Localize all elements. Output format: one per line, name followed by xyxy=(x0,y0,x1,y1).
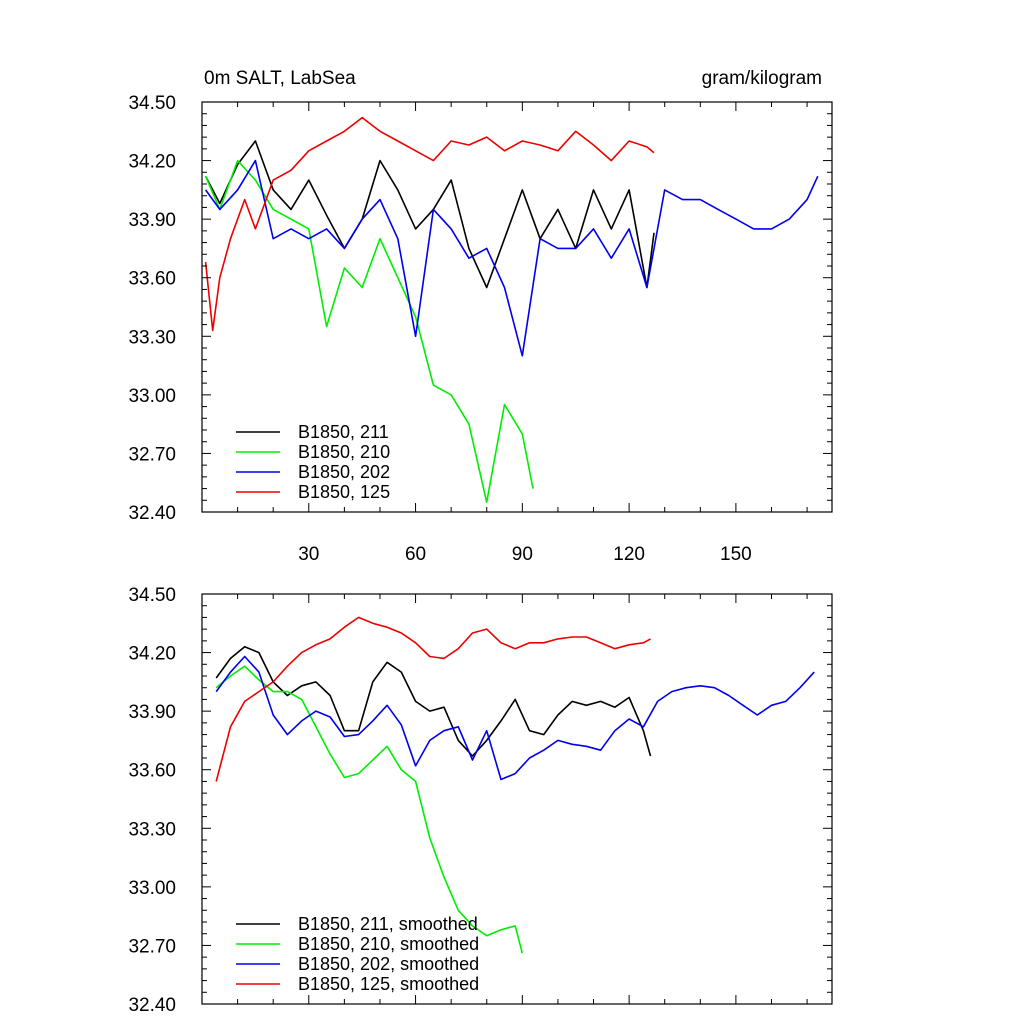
y-tick-label: 33.90 xyxy=(128,702,176,723)
legend-label-2: B1850, 210, smoothed xyxy=(298,934,479,954)
legend-label-4: B1850, 125 xyxy=(298,482,390,502)
series-line-3 xyxy=(204,159,819,357)
x-tick-label: 90 xyxy=(512,544,533,565)
legend-label-3: B1850, 202 xyxy=(298,462,390,482)
y-tick-label: 33.00 xyxy=(128,878,176,899)
series-line-2 xyxy=(204,159,534,504)
x-tick-label: 30 xyxy=(298,544,319,565)
legend-label-1: B1850, 211 xyxy=(298,422,389,442)
series-line-2 xyxy=(215,665,524,954)
y-tick-label: 33.60 xyxy=(128,269,176,290)
y-tick-label: 32.40 xyxy=(128,995,176,1016)
y-tick-label: 32.70 xyxy=(128,444,176,465)
y-tick-label: 33.00 xyxy=(128,386,176,407)
chart-title-left: 0m SALT, LabSea xyxy=(204,68,356,89)
plot-frame xyxy=(201,593,833,1005)
y-tick-label: 33.30 xyxy=(128,819,176,840)
series-line-3 xyxy=(215,655,815,781)
y-tick-label: 32.70 xyxy=(128,936,176,957)
plot-frame xyxy=(201,101,833,513)
y-tick-label: 33.90 xyxy=(128,210,176,231)
x-tick-label: 150 xyxy=(720,544,752,565)
legend-label-1: B1850, 211, smoothed xyxy=(298,914,478,934)
chart-title-right: gram/kilogram xyxy=(702,68,822,89)
y-tick-label: 32.40 xyxy=(128,503,176,524)
legend-label-4: B1850, 125, smoothed xyxy=(298,974,479,994)
series-line-1 xyxy=(215,645,652,757)
x-tick-label: 120 xyxy=(613,544,645,565)
y-tick-label: 34.50 xyxy=(128,93,176,114)
y-tick-label: 34.20 xyxy=(128,152,176,173)
series-line-1 xyxy=(204,140,655,289)
x-tick-label: 60 xyxy=(405,544,426,565)
series-line-4 xyxy=(215,616,651,782)
y-tick-label: 34.50 xyxy=(128,585,176,606)
y-tick-label: 34.20 xyxy=(128,644,176,665)
y-tick-label: 33.60 xyxy=(128,761,176,782)
legend-label-3: B1850, 202, smoothed xyxy=(298,954,479,974)
legend-label-2: B1850, 210 xyxy=(298,442,390,462)
y-tick-label: 33.30 xyxy=(128,327,176,348)
series-line-4 xyxy=(204,116,655,332)
